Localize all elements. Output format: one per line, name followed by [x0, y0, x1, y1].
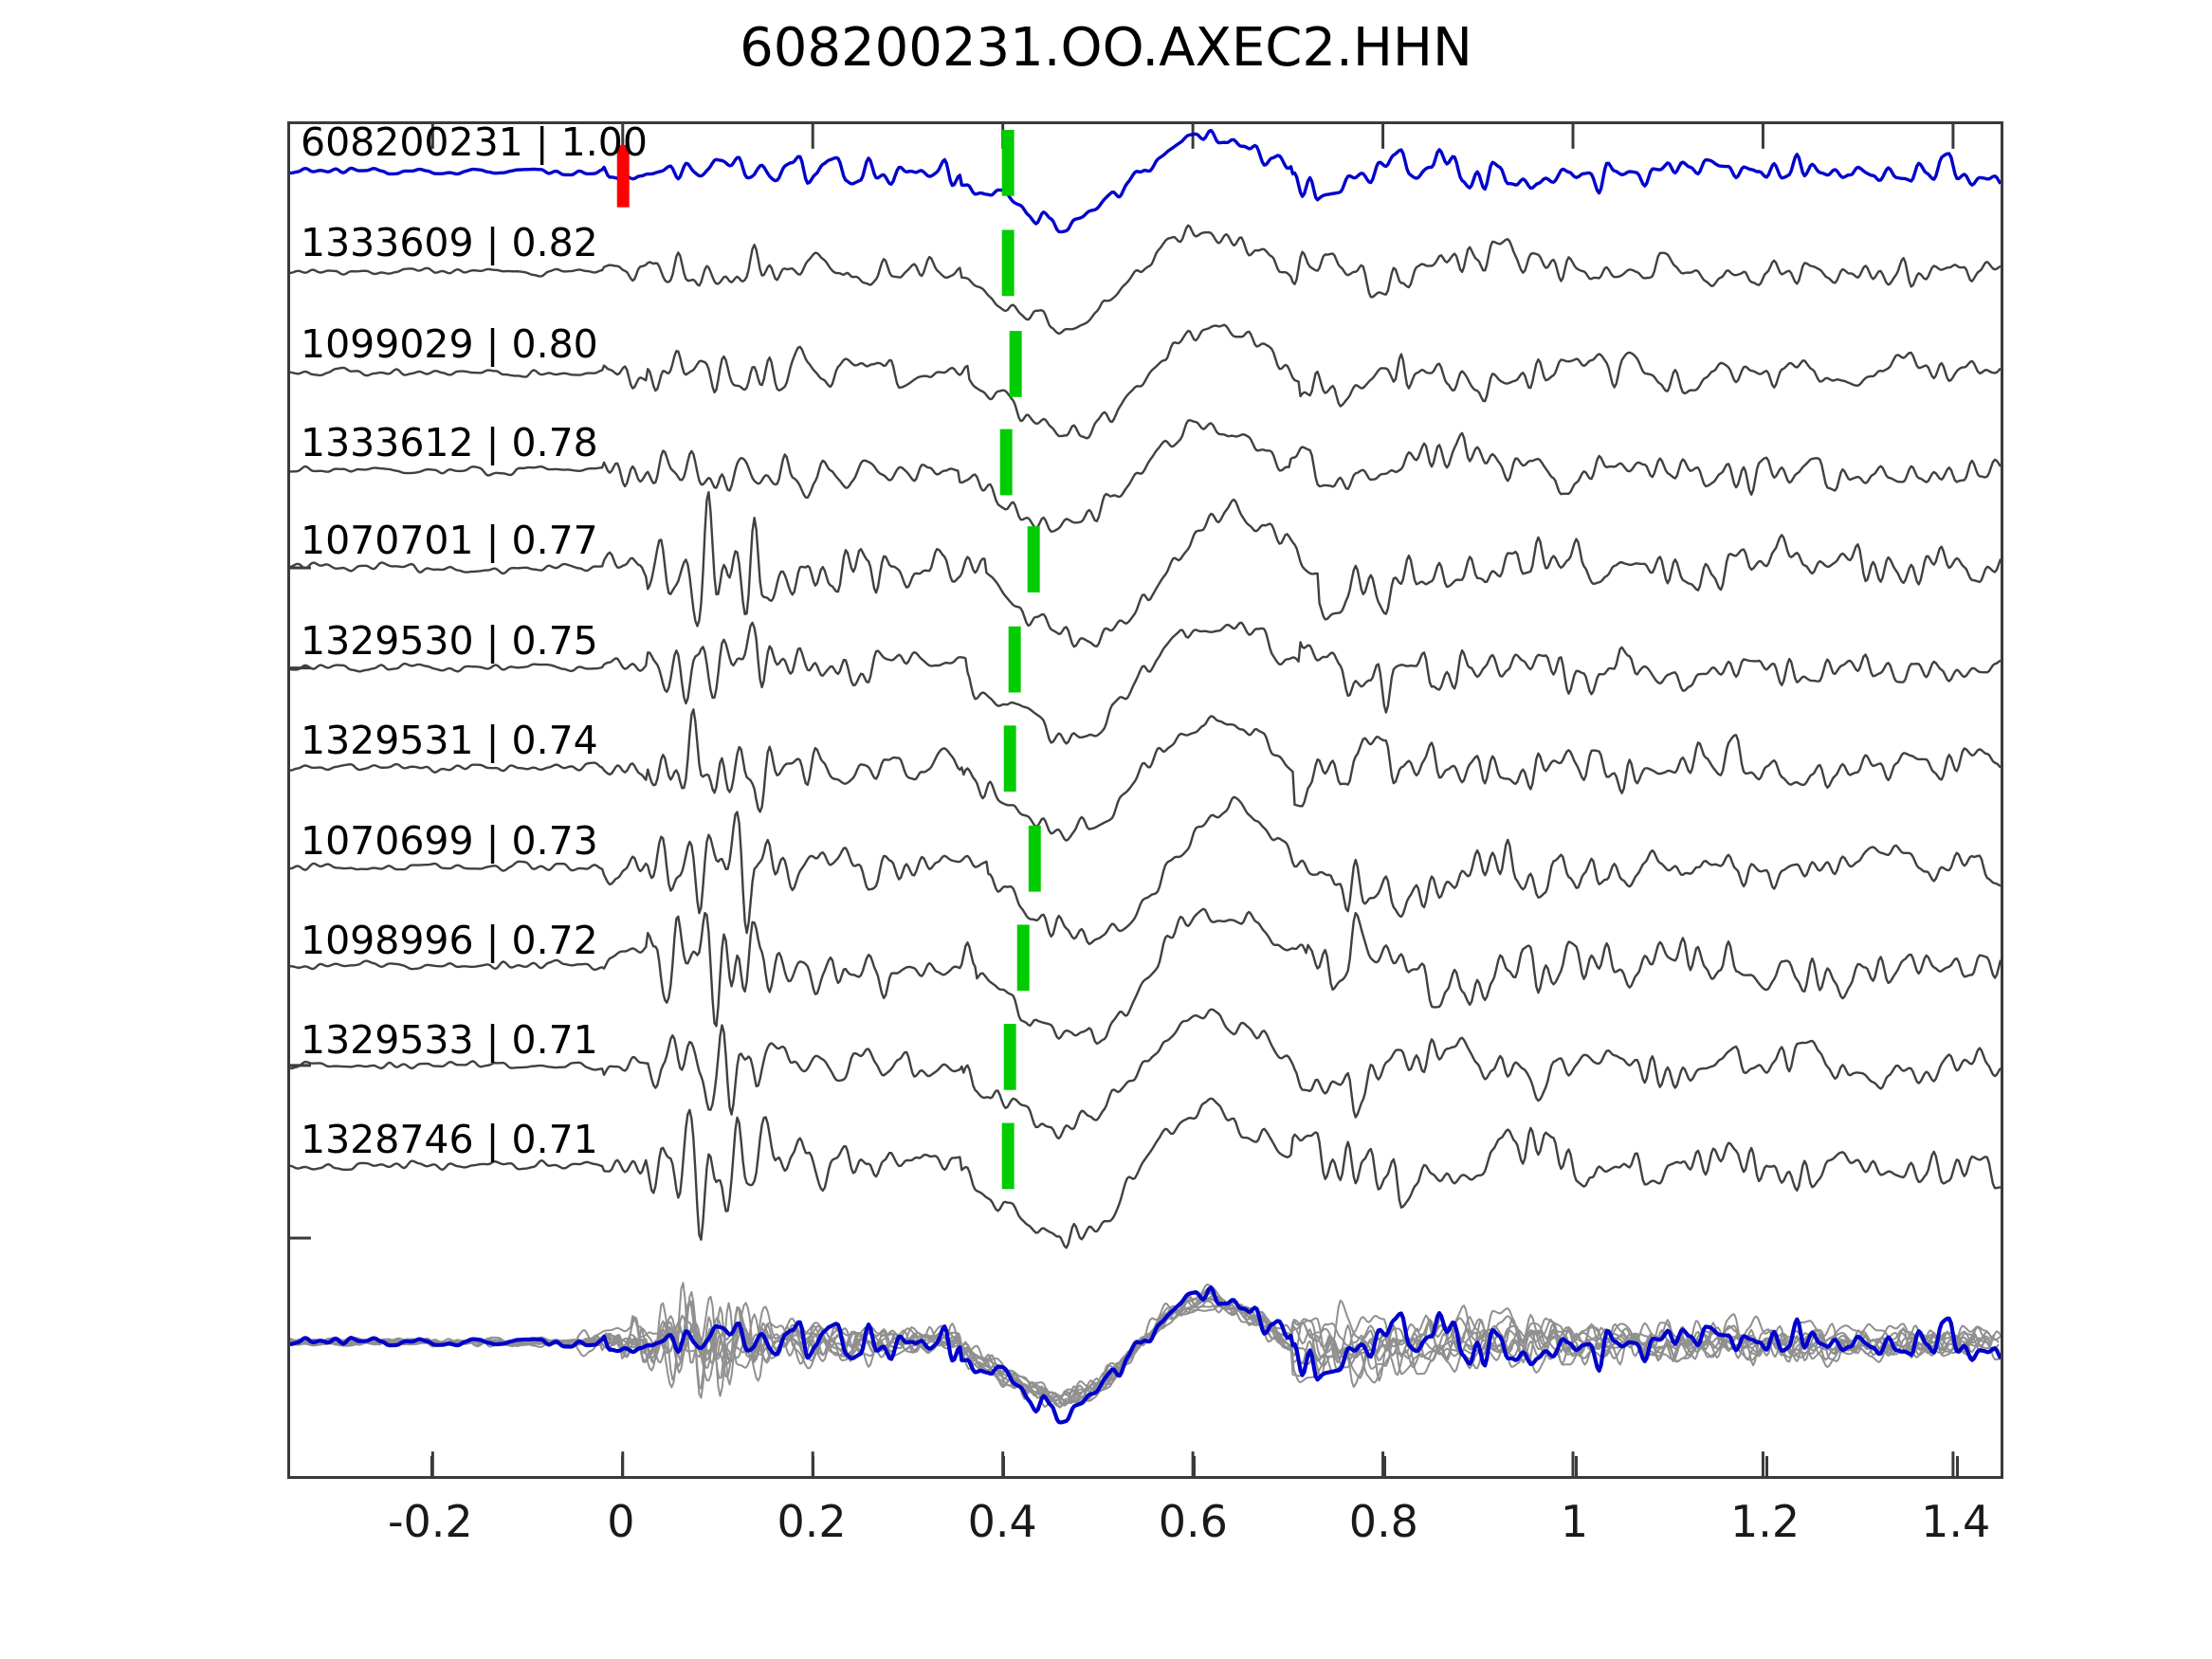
- trace-label-608200231: 608200231 | 1.00: [301, 119, 648, 165]
- waveform-trace: [290, 224, 2001, 336]
- waveform-trace: [290, 419, 2001, 533]
- stack-overlay-trace: [290, 1293, 2001, 1408]
- waveform-trace: [290, 1097, 2001, 1249]
- x-tick-mark: [1955, 1456, 1959, 1479]
- phase-pick-marker: [1001, 229, 1015, 297]
- x-tick-mark: [430, 1456, 433, 1479]
- x-tick-label: 1.4: [1921, 1496, 1991, 1547]
- phase-pick-marker: [1027, 526, 1040, 592]
- phase-pick-marker: [1028, 825, 1041, 892]
- x-tick-label: 0.2: [777, 1496, 847, 1547]
- waveform-trace: [290, 490, 2001, 648]
- trace-label-1333612: 1333612 | 0.78: [301, 420, 598, 465]
- trace-group: [290, 128, 2001, 1249]
- trace-label-1099029: 1099029 | 0.80: [301, 321, 598, 367]
- trace-label-1070699: 1070699 | 0.73: [301, 818, 598, 864]
- origin-pick-marker: [616, 144, 630, 208]
- trace-label-1329533: 1329533 | 0.71: [301, 1017, 598, 1063]
- x-tick-mark: [1764, 1456, 1768, 1479]
- waveform-trace: [290, 323, 2001, 440]
- waveform-trace: [290, 1008, 2001, 1140]
- x-axis: -0.2 0 0.2 0.4 0.6 0.8 1 1.2 1.4: [287, 1456, 2003, 1564]
- x-tick-label: 0.4: [967, 1496, 1037, 1547]
- phase-pick-marker: [1001, 129, 1015, 196]
- plot-area: [287, 121, 2003, 1479]
- pick-marker-group: [616, 129, 1041, 1190]
- x-tick-label: -0.2: [387, 1496, 473, 1547]
- trace-label-1098996: 1098996 | 0.72: [301, 918, 598, 963]
- page-title: 608200231.OO.AXEC2.HHN: [740, 17, 1472, 79]
- stack-overlay-trace: [290, 1297, 1994, 1404]
- trace-label-1329530: 1329530 | 0.75: [301, 618, 598, 664]
- trace-label-1070701: 1070701 | 0.77: [301, 518, 598, 563]
- waveform-trace: [290, 128, 2001, 234]
- x-tick-mark: [1383, 1456, 1387, 1479]
- phase-pick-marker: [999, 428, 1013, 496]
- x-tick-label: 0: [607, 1496, 635, 1547]
- x-tick-mark: [1002, 1456, 1006, 1479]
- x-tick-label: 1.2: [1730, 1496, 1801, 1547]
- waveform-trace: [290, 907, 2001, 1046]
- x-tick-mark: [812, 1456, 815, 1479]
- waveform-trace: [290, 708, 2001, 842]
- stack-template-trace: [290, 1285, 2001, 1425]
- phase-pick-marker: [1001, 1122, 1015, 1190]
- x-tick-label: 0.6: [1158, 1496, 1228, 1547]
- x-tick-mark: [1574, 1456, 1578, 1479]
- x-tick-mark: [1193, 1456, 1197, 1479]
- phase-pick-marker: [1003, 725, 1016, 793]
- trace-label-1333609: 1333609 | 0.82: [301, 220, 598, 265]
- phase-pick-marker: [1008, 626, 1021, 693]
- trace-label-1329531: 1329531 | 0.74: [301, 718, 598, 763]
- stack-overlay-group: [290, 1282, 2001, 1425]
- x-tick-label: 0.8: [1348, 1496, 1418, 1547]
- phase-pick-marker: [1003, 1024, 1016, 1090]
- phase-pick-marker: [1009, 331, 1022, 397]
- phase-pick-marker: [1016, 924, 1030, 992]
- waveform-trace: [290, 621, 2001, 745]
- x-tick-mark: [620, 1456, 624, 1479]
- waveform-trace: [290, 795, 2001, 945]
- stack-overlay-trace: [290, 1302, 1995, 1409]
- waveform-canvas: [290, 124, 2001, 1476]
- trace-label-1328746: 1328746 | 0.71: [301, 1117, 598, 1162]
- x-tick-label: 1: [1560, 1496, 1589, 1547]
